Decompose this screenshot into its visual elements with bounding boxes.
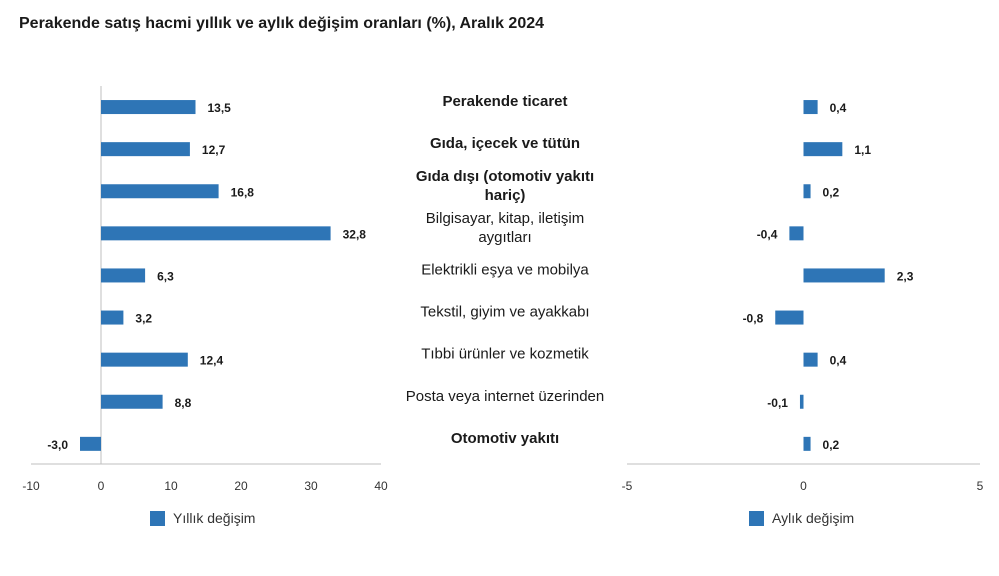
bar-yillik: [101, 268, 146, 283]
tick-label-aylik: 5: [977, 479, 984, 493]
bar-aylik: [803, 184, 811, 199]
category-label: Tıbbi ürünler ve kozmetik: [421, 346, 589, 363]
data-label-yillik: 32,8: [343, 227, 367, 241]
bar-aylik: [803, 100, 818, 115]
tick-label-aylik: 0: [800, 479, 807, 493]
bar-yillik: [101, 352, 188, 367]
category-label: hariç): [485, 187, 526, 204]
legend-yillik: Yıllık değişim: [150, 510, 255, 526]
bar-aylik: [789, 226, 804, 241]
tick-label-yillik: 0: [98, 479, 105, 493]
bar-aylik: [803, 352, 818, 367]
category-label: Gıda, içecek ve tütün: [430, 135, 580, 152]
category-label: Tekstil, giyim ve ayakkabı: [420, 304, 589, 321]
category-label: Perakende ticaret: [442, 93, 567, 110]
data-label-yillik: 16,8: [231, 185, 255, 199]
bar-yillik: [101, 394, 163, 409]
tick-label-yillik: 40: [374, 479, 388, 493]
bar-aylik: [803, 142, 843, 157]
data-label-yillik: 12,7: [202, 143, 226, 157]
bar-aylik: [803, 436, 811, 451]
tick-label-aylik: -5: [622, 479, 633, 493]
chart-title: Perakende satış hacmi yıllık ve aylık de…: [19, 15, 545, 32]
tick-label-yillik: 30: [304, 479, 318, 493]
bar-yillik: [101, 184, 219, 199]
data-label-yillik: 3,2: [135, 312, 152, 326]
bar-yillik: [101, 100, 196, 115]
data-label-yillik: -3,0: [47, 438, 68, 452]
bar-yillik: [80, 436, 101, 451]
legend-aylik-swatch: [749, 510, 764, 526]
bar-aylik: [775, 310, 804, 325]
bar-aylik: [799, 394, 804, 409]
legend-yillik-swatch: [150, 510, 165, 526]
data-label-aylik: 2,3: [897, 269, 914, 283]
bar-yillik: [101, 226, 331, 241]
data-label-aylik: -0,8: [743, 312, 764, 326]
tick-label-yillik: 20: [234, 479, 248, 493]
data-label-aylik: 0,4: [830, 101, 847, 115]
category-label: Otomotiv yakıtı: [451, 430, 559, 447]
bar-yillik: [101, 142, 190, 157]
data-label-yillik: 13,5: [208, 101, 232, 115]
data-label-yillik: 6,3: [157, 269, 174, 283]
data-label-aylik: -0,1: [767, 396, 788, 410]
category-label: aygıtları: [478, 229, 531, 246]
legend-aylik: Aylık değişim: [749, 510, 854, 526]
legend-yillik-label: Yıllık değişim: [173, 510, 256, 526]
category-label: Bilgisayar, kitap, iletişim: [426, 210, 584, 227]
data-label-aylik: 1,1: [854, 143, 871, 157]
tick-label-yillik: 10: [164, 479, 178, 493]
data-label-yillik: 12,4: [200, 354, 224, 368]
category-label: Posta veya internet üzerinden: [406, 388, 604, 405]
category-label: Gıda dışı (otomotiv yakıtı: [416, 168, 594, 185]
data-label-aylik: 0,2: [823, 185, 840, 199]
data-label-aylik: 0,4: [830, 354, 847, 368]
data-label-aylik: -0,4: [757, 227, 778, 241]
tick-label-yillik: -10: [22, 479, 40, 493]
category-label: Elektrikli eşya ve mobilya: [421, 261, 589, 278]
bar-yillik: [101, 310, 124, 325]
legend-aylik-label: Aylık değişim: [772, 510, 855, 526]
data-label-aylik: 0,2: [823, 438, 840, 452]
data-label-yillik: 8,8: [175, 396, 192, 410]
bar-aylik: [803, 268, 885, 283]
